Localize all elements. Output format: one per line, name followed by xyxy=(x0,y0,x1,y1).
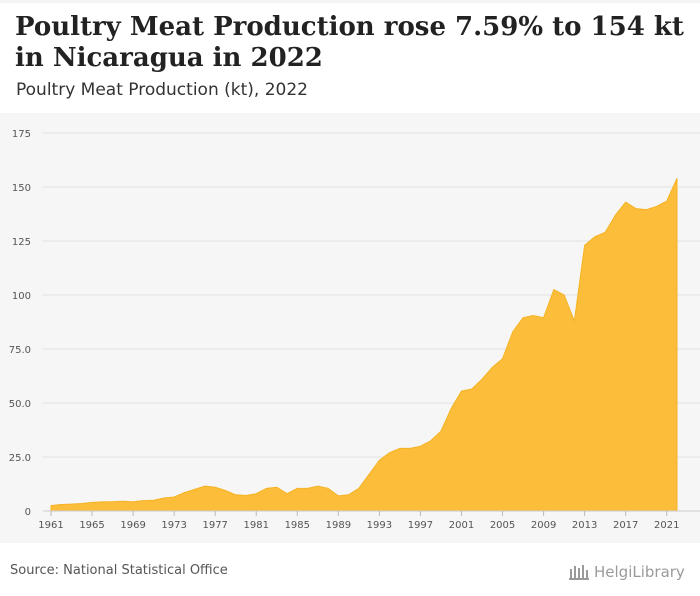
x-tick-label: 2001 xyxy=(449,520,474,531)
y-tick-label: 150 xyxy=(12,183,31,194)
data-point-2003[interactable] xyxy=(479,376,485,382)
header-accent-bar xyxy=(0,0,700,3)
data-point-1983[interactable] xyxy=(274,484,280,490)
data-point-1993[interactable] xyxy=(376,457,382,463)
data-point-1971[interactable] xyxy=(151,497,157,503)
data-point-1974[interactable] xyxy=(181,490,187,496)
x-tick-label: 1985 xyxy=(285,520,310,531)
x-tick-label: 1973 xyxy=(161,520,186,531)
y-tick-label: 50.0 xyxy=(9,399,31,410)
data-point-2007[interactable] xyxy=(520,315,526,321)
data-point-1967[interactable] xyxy=(110,499,116,505)
area-series-poultry-production xyxy=(50,178,678,512)
data-point-1961[interactable] xyxy=(48,503,54,509)
x-tick-label: 1981 xyxy=(244,520,269,531)
data-point-1990[interactable] xyxy=(346,492,352,498)
y-tick-label: 0 xyxy=(25,507,31,518)
data-point-2022[interactable] xyxy=(674,175,680,181)
library-building-icon xyxy=(569,565,589,580)
logo-text: HelgiLibrary xyxy=(594,563,685,581)
data-point-1995[interactable] xyxy=(397,445,403,451)
data-point-2005[interactable] xyxy=(500,356,506,362)
data-point-2002[interactable] xyxy=(469,386,475,392)
data-point-1981[interactable] xyxy=(253,491,259,497)
data-point-1982[interactable] xyxy=(264,485,270,491)
data-point-2021[interactable] xyxy=(664,198,670,204)
data-point-1963[interactable] xyxy=(69,501,75,507)
data-point-1976[interactable] xyxy=(202,483,208,489)
data-point-1998[interactable] xyxy=(428,438,434,444)
data-point-2020[interactable] xyxy=(653,203,659,209)
y-tick-label: 75.0 xyxy=(9,345,31,356)
data-point-1989[interactable] xyxy=(335,493,341,499)
data-point-2010[interactable] xyxy=(551,287,557,293)
y-tick-label: 125 xyxy=(12,237,31,248)
x-tick-label: 2021 xyxy=(654,520,679,531)
data-point-2015[interactable] xyxy=(602,229,608,235)
data-point-1987[interactable] xyxy=(315,483,321,489)
data-point-1978[interactable] xyxy=(222,487,228,493)
data-point-1964[interactable] xyxy=(79,500,85,506)
x-tick-label: 2017 xyxy=(613,520,638,531)
data-point-1970[interactable] xyxy=(140,498,146,504)
data-point-1969[interactable] xyxy=(130,499,136,505)
data-point-2012[interactable] xyxy=(571,318,577,324)
x-tick-label: 2005 xyxy=(490,520,515,531)
x-tick-label: 1969 xyxy=(120,520,145,531)
data-point-2008[interactable] xyxy=(530,313,536,319)
data-point-2001[interactable] xyxy=(458,388,464,394)
data-point-1979[interactable] xyxy=(233,492,239,498)
x-tick-label: 2013 xyxy=(572,520,597,531)
chart-title: Poultry Meat Production rose 7.59% to 15… xyxy=(15,12,684,73)
data-point-1992[interactable] xyxy=(366,471,372,477)
data-point-2016[interactable] xyxy=(612,212,618,218)
data-point-1965[interactable] xyxy=(89,499,95,505)
data-point-1962[interactable] xyxy=(58,502,64,508)
data-point-1996[interactable] xyxy=(407,445,413,451)
data-point-1980[interactable] xyxy=(243,492,249,498)
chart-subtitle: Poultry Meat Production (kt), 2022 xyxy=(16,80,308,100)
x-tick-label: 1965 xyxy=(79,520,104,531)
data-point-2006[interactable] xyxy=(510,329,516,335)
data-point-2011[interactable] xyxy=(561,292,567,298)
source-note: Source: National Statistical Office xyxy=(10,563,228,578)
data-point-1984[interactable] xyxy=(284,491,290,497)
y-tick-label: 175 xyxy=(12,129,31,140)
data-point-1973[interactable] xyxy=(171,494,177,500)
x-tick-label: 1997 xyxy=(408,520,433,531)
data-point-1997[interactable] xyxy=(417,443,423,449)
y-axis: 0 25.0 50.0 75.0 100 125 150 175 xyxy=(9,129,31,518)
data-point-2019[interactable] xyxy=(643,207,649,213)
data-point-2013[interactable] xyxy=(582,242,588,248)
x-tick-label: 1993 xyxy=(367,520,392,531)
data-point-2004[interactable] xyxy=(489,364,495,370)
data-point-1999[interactable] xyxy=(438,428,444,434)
data-point-1986[interactable] xyxy=(305,485,311,491)
y-tick-label: 100 xyxy=(12,291,31,302)
x-tick-label: 1989 xyxy=(326,520,351,531)
x-axis: 1961 1965 1969 1973 1977 1981 1985 1989 1993 1997… xyxy=(38,510,700,531)
x-tick-label: 1977 xyxy=(202,520,227,531)
data-point-2018[interactable] xyxy=(633,206,639,212)
data-point-2017[interactable] xyxy=(623,199,629,205)
data-point-1991[interactable] xyxy=(356,485,362,491)
data-point-2009[interactable] xyxy=(541,315,547,321)
x-tick-label: 1961 xyxy=(38,520,63,531)
area-series xyxy=(48,175,680,512)
helgi-library-logo[interactable]: HelgiLibrary xyxy=(568,560,685,584)
data-point-2000[interactable] xyxy=(448,405,454,411)
data-point-2014[interactable] xyxy=(592,234,598,240)
y-tick-label: 25.0 xyxy=(9,453,31,464)
data-point-1985[interactable] xyxy=(294,485,300,491)
data-point-1994[interactable] xyxy=(387,450,393,456)
chart-header: Poultry Meat Production rose 7.59% to 15… xyxy=(0,0,700,113)
data-point-1972[interactable] xyxy=(161,495,167,501)
data-point-1977[interactable] xyxy=(212,484,218,490)
x-tick-label: 2009 xyxy=(531,520,556,531)
data-point-1968[interactable] xyxy=(120,498,126,504)
data-point-1975[interactable] xyxy=(192,486,198,492)
data-point-1966[interactable] xyxy=(99,499,105,505)
data-point-1988[interactable] xyxy=(325,485,331,491)
